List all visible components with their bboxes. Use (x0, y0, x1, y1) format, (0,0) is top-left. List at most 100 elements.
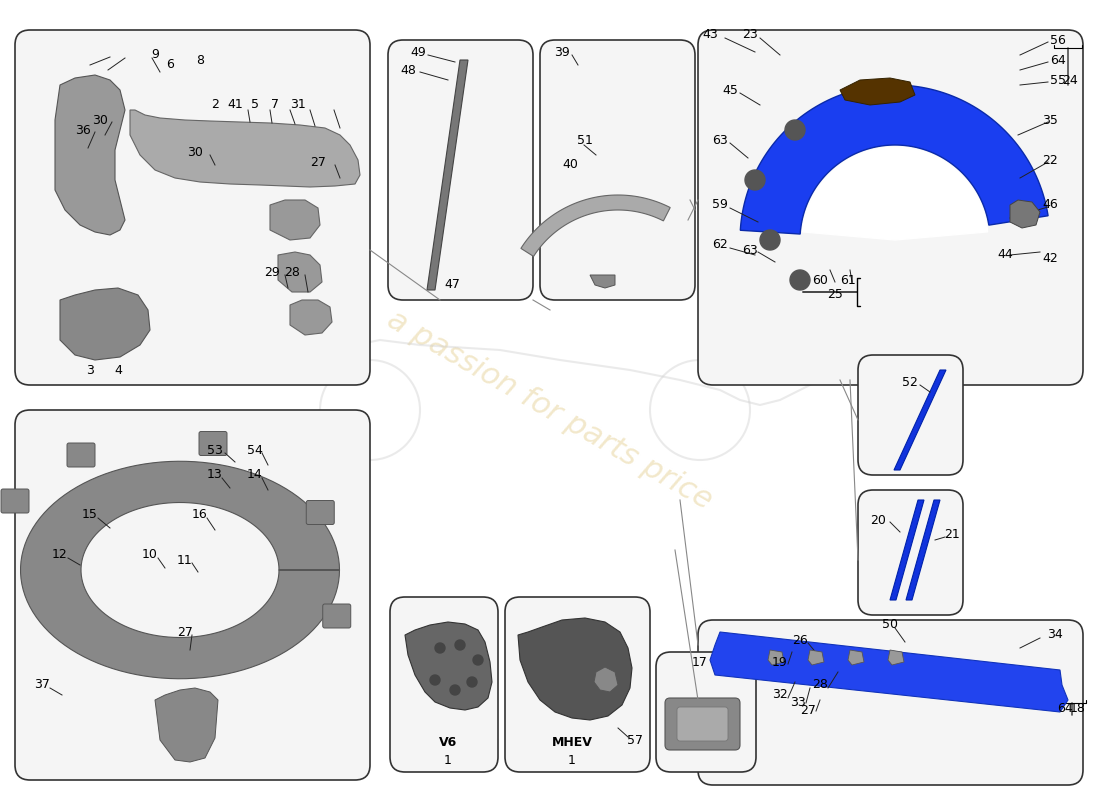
Polygon shape (906, 500, 940, 600)
Polygon shape (894, 370, 946, 470)
Text: 1: 1 (568, 754, 576, 766)
FancyBboxPatch shape (505, 597, 650, 772)
Text: MHEV: MHEV (551, 735, 593, 749)
FancyBboxPatch shape (388, 40, 534, 300)
Text: 11: 11 (177, 554, 192, 566)
Polygon shape (840, 78, 915, 105)
FancyBboxPatch shape (676, 707, 728, 741)
Text: 50: 50 (882, 618, 898, 631)
Text: 27: 27 (800, 703, 816, 717)
Text: 23: 23 (742, 29, 758, 42)
Polygon shape (521, 195, 670, 257)
Polygon shape (21, 462, 340, 678)
Text: 28: 28 (812, 678, 828, 691)
Text: 39: 39 (554, 46, 570, 58)
Wedge shape (802, 147, 988, 240)
Text: 40: 40 (562, 158, 578, 171)
Text: 60: 60 (812, 274, 828, 286)
Text: 48: 48 (400, 63, 416, 77)
Circle shape (790, 270, 810, 290)
Text: 10: 10 (142, 549, 158, 562)
FancyBboxPatch shape (15, 410, 370, 780)
Text: 30: 30 (187, 146, 202, 158)
Text: 3: 3 (86, 363, 94, 377)
Polygon shape (768, 650, 784, 665)
Text: 34: 34 (1047, 629, 1063, 642)
Text: 55: 55 (1050, 74, 1066, 86)
Text: 14: 14 (248, 469, 263, 482)
FancyBboxPatch shape (656, 652, 756, 772)
Text: 4: 4 (114, 363, 122, 377)
FancyBboxPatch shape (540, 40, 695, 300)
Circle shape (434, 643, 446, 653)
FancyBboxPatch shape (666, 698, 740, 750)
Text: 17: 17 (692, 655, 708, 669)
Polygon shape (518, 618, 632, 720)
Text: 54: 54 (248, 443, 263, 457)
Polygon shape (405, 622, 492, 710)
Text: 28: 28 (284, 266, 300, 278)
Text: 16: 16 (192, 509, 208, 522)
Text: 31: 31 (290, 98, 306, 111)
Circle shape (760, 230, 780, 250)
FancyBboxPatch shape (698, 30, 1084, 385)
FancyBboxPatch shape (67, 443, 95, 467)
Circle shape (785, 120, 805, 140)
Text: 24: 24 (1063, 74, 1078, 86)
Text: 61: 61 (840, 274, 856, 286)
Text: V6: V6 (439, 735, 458, 749)
Polygon shape (848, 650, 864, 665)
Polygon shape (130, 110, 360, 187)
FancyBboxPatch shape (698, 620, 1084, 785)
Polygon shape (278, 252, 322, 292)
Text: 19: 19 (772, 655, 788, 669)
Text: 33: 33 (790, 695, 806, 709)
Text: 47: 47 (444, 278, 460, 291)
Text: 36: 36 (75, 123, 91, 137)
Text: 1: 1 (444, 754, 452, 766)
Polygon shape (890, 500, 924, 600)
Text: 57: 57 (627, 734, 644, 746)
Text: 30: 30 (92, 114, 108, 126)
Text: 64: 64 (1050, 54, 1066, 66)
Text: 42: 42 (1042, 251, 1058, 265)
Text: 53: 53 (207, 443, 223, 457)
FancyBboxPatch shape (858, 355, 962, 475)
Text: 13: 13 (207, 469, 223, 482)
Text: 64: 64 (1057, 702, 1072, 714)
Text: 7: 7 (271, 98, 279, 111)
Text: 45: 45 (722, 83, 738, 97)
Text: 49: 49 (410, 46, 426, 58)
FancyBboxPatch shape (858, 490, 962, 615)
FancyBboxPatch shape (199, 431, 227, 455)
Circle shape (450, 685, 460, 695)
Polygon shape (808, 650, 824, 665)
Text: 63: 63 (742, 243, 758, 257)
Text: 18: 18 (1070, 702, 1086, 714)
FancyBboxPatch shape (306, 501, 334, 525)
Text: 12: 12 (52, 549, 68, 562)
Text: 27: 27 (310, 155, 326, 169)
Text: 37: 37 (34, 678, 50, 691)
Polygon shape (55, 75, 125, 235)
Polygon shape (1010, 200, 1040, 228)
Text: 29: 29 (264, 266, 279, 278)
Polygon shape (290, 300, 332, 335)
Polygon shape (270, 200, 320, 240)
Polygon shape (60, 288, 150, 360)
Text: 5: 5 (251, 98, 258, 111)
Text: 41: 41 (227, 98, 243, 111)
Text: 63: 63 (712, 134, 728, 146)
Polygon shape (594, 667, 618, 692)
Text: 9: 9 (151, 49, 158, 62)
Circle shape (430, 675, 440, 685)
Text: 51: 51 (578, 134, 593, 146)
Polygon shape (888, 650, 904, 665)
Text: 8: 8 (196, 54, 204, 66)
Text: 52: 52 (902, 375, 917, 389)
Text: 32: 32 (772, 689, 788, 702)
Text: 56: 56 (1050, 34, 1066, 46)
Polygon shape (427, 60, 468, 290)
Text: 35: 35 (1042, 114, 1058, 126)
Text: 20: 20 (870, 514, 886, 526)
